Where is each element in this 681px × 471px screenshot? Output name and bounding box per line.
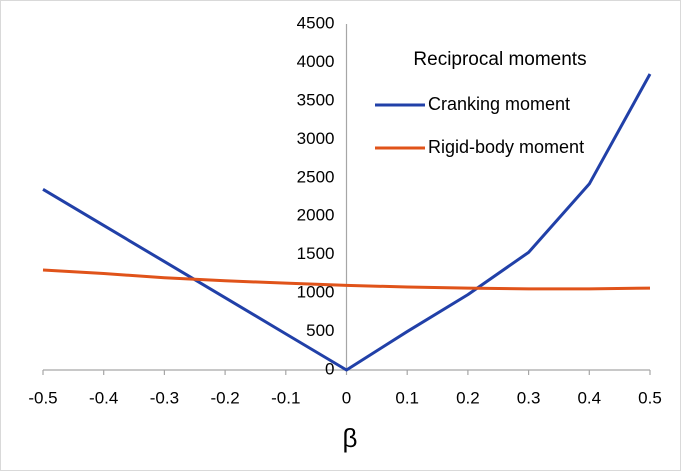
y-tick-label: 3500 — [297, 90, 335, 109]
x-tick-label: -0.2 — [210, 388, 239, 407]
y-tick-label: 1500 — [297, 244, 335, 263]
x-tick-label: -0.5 — [28, 388, 57, 407]
legend-label: Cranking moment — [428, 94, 570, 114]
y-tick-label: 3000 — [297, 129, 335, 148]
legend-title: Reciprocal moments — [413, 49, 586, 70]
y-tick-label: 4000 — [297, 52, 335, 71]
x-tick-label: 0.2 — [456, 388, 480, 407]
y-tick-label: 2000 — [297, 206, 335, 225]
x-tick-label: -0.3 — [150, 388, 179, 407]
y-tick-label: 1000 — [297, 283, 335, 302]
x-tick-label: 0.3 — [517, 388, 541, 407]
series-line — [42, 73, 652, 372]
y-tick-label: 500 — [306, 321, 334, 340]
y-tick-label: 0 — [325, 359, 334, 378]
x-tick-label: 0.5 — [638, 388, 662, 407]
x-tick-label: 0.1 — [395, 388, 419, 407]
legend-label: Rigid-body moment — [428, 137, 584, 157]
y-tick-label: 2500 — [297, 167, 335, 186]
x-tick-label: -0.1 — [271, 388, 300, 407]
x-tick-label: -0.4 — [89, 388, 118, 407]
x-axis-label: β — [343, 423, 358, 453]
x-tick-label: 0 — [342, 388, 351, 407]
series-line — [42, 268, 651, 291]
y-tick-label: 4500 — [297, 13, 335, 32]
x-tick-label: 0.4 — [577, 388, 601, 407]
